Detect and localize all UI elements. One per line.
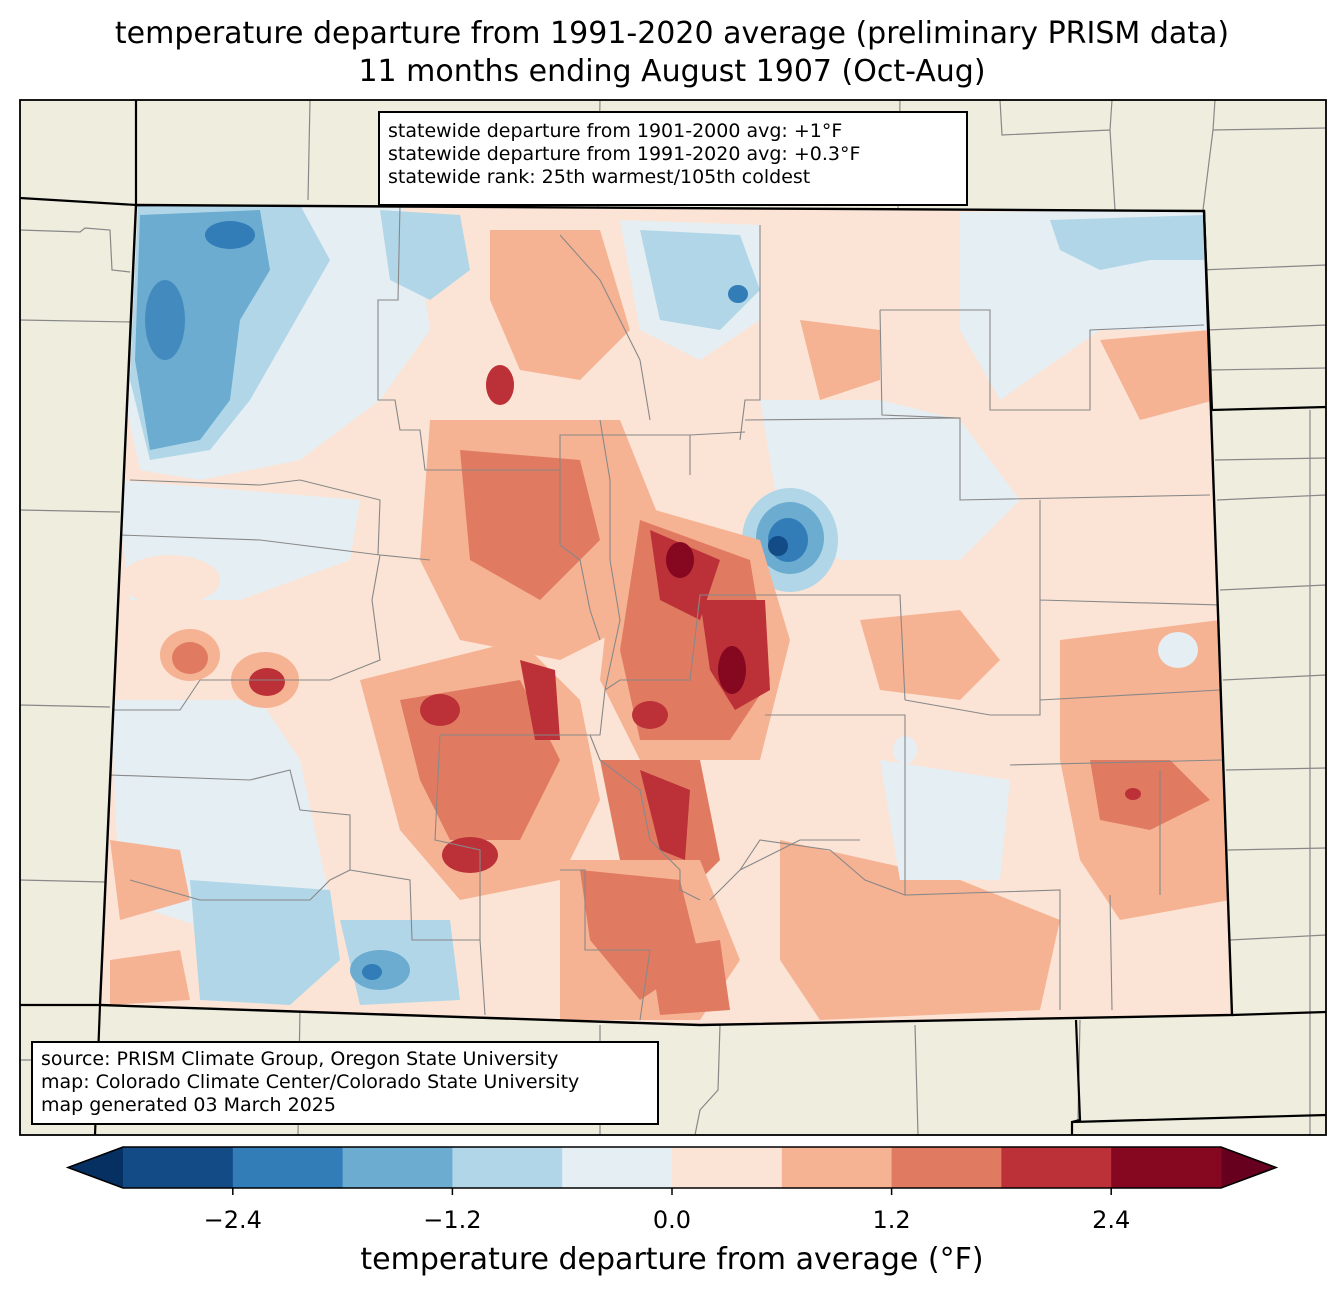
colorbar-over-extension <box>1221 1147 1276 1188</box>
source-box: source: PRISM Climate Group, Oregon Stat… <box>31 1041 659 1125</box>
colorbar-label: temperature departure from average (°F) <box>360 1242 984 1277</box>
map-frame <box>19 99 1327 1136</box>
map-title-line1: temperature departure from 1991-2020 ave… <box>114 16 1230 51</box>
neighbor-state-lines <box>20 100 1326 1135</box>
stats-line-2: statewide departure from 1991-2020 avg: … <box>388 143 861 165</box>
colorbar-bin <box>672 1147 783 1188</box>
source-line-2: map: Colorado Climate Center/Colorado St… <box>41 1071 580 1093</box>
colorbar-bin <box>562 1147 673 1188</box>
colorbar-under-extension <box>68 1147 123 1188</box>
colorbar <box>65 1146 1279 1195</box>
stats-line-3: statewide rank: 25th warmest/105th colde… <box>388 166 811 188</box>
colorbar-bin <box>781 1147 893 1188</box>
statewide-stats-box: statewide departure from 1901-2000 avg: … <box>378 111 968 206</box>
colorbar-bin <box>123 1147 234 1188</box>
colorbar-tick-label: −1.2 <box>423 1206 482 1234</box>
colorado-state-boundary <box>98 203 1234 1027</box>
colorbar-bin <box>1001 1147 1112 1188</box>
colorbar-tick-label: 2.4 <box>1092 1206 1131 1234</box>
colorbar-tick-label: −2.4 <box>203 1206 262 1234</box>
stats-line-1: statewide departure from 1901-2000 avg: … <box>388 120 843 142</box>
source-line-1: source: PRISM Climate Group, Oregon Stat… <box>41 1048 559 1070</box>
map-title-line2: 11 months ending August 1907 (Oct-Aug) <box>358 54 986 89</box>
colorbar-outline <box>65 1146 1279 1189</box>
source-line-3: map generated 03 March 2025 <box>41 1094 336 1116</box>
temperature-field <box>100 205 1232 1025</box>
colorbar-bin <box>342 1147 453 1188</box>
colorbar-tick-label: 1.2 <box>872 1206 911 1234</box>
colorbar-bin <box>891 1147 1002 1188</box>
colorbar-bin <box>1111 1147 1222 1188</box>
colorbar-bin <box>452 1147 563 1188</box>
colorbar-tick-label: 0.0 <box>652 1206 692 1234</box>
colorbar-bin <box>232 1147 344 1188</box>
county-lines <box>109 205 1223 1021</box>
